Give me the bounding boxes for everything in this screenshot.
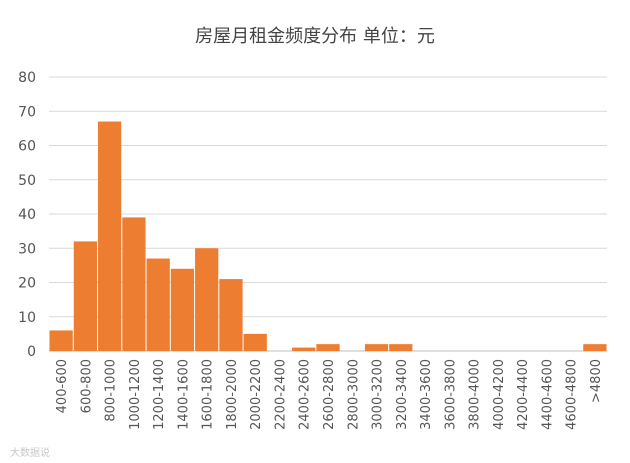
bar bbox=[219, 279, 243, 351]
y-tick-label: 40 bbox=[18, 207, 36, 223]
y-tick-label: 0 bbox=[27, 344, 36, 360]
x-tick-label: 800-1000 bbox=[104, 359, 119, 422]
x-tick-label: 2200-2400 bbox=[273, 359, 288, 430]
y-axis-ticks: 0 10 20 30 40 50 60 70 80 bbox=[18, 70, 36, 360]
y-tick-label: 70 bbox=[18, 104, 36, 120]
x-tick-label: 600-800 bbox=[79, 359, 94, 413]
bar bbox=[292, 347, 316, 351]
y-tick-label: 20 bbox=[18, 276, 36, 292]
x-tick-label: 3200-3400 bbox=[395, 359, 410, 430]
x-tick-label: 3600-3800 bbox=[443, 359, 458, 430]
x-tick-label: 400-600 bbox=[55, 359, 70, 413]
x-tick-label: 3400-3600 bbox=[419, 359, 434, 430]
bar bbox=[195, 248, 219, 351]
x-tick-label: 3000-3200 bbox=[371, 359, 386, 430]
y-tick-label: 30 bbox=[18, 241, 36, 257]
x-tick-label: 3800-4000 bbox=[468, 359, 483, 430]
bar bbox=[146, 258, 170, 351]
x-tick-label: 2000-2200 bbox=[249, 359, 264, 430]
x-tick-label: 1000-1200 bbox=[128, 359, 143, 430]
bar bbox=[243, 333, 267, 351]
bar bbox=[389, 344, 413, 351]
x-tick-label: 2800-3000 bbox=[346, 359, 361, 430]
y-tick-label: 80 bbox=[18, 70, 36, 86]
bar bbox=[364, 344, 389, 351]
bar bbox=[170, 268, 195, 351]
x-axis-ticks: 400-600 600-800 800-1000 1000-1200 1200-1400… bbox=[55, 359, 604, 430]
y-tick-label: 10 bbox=[18, 310, 36, 326]
bar bbox=[583, 344, 607, 351]
y-tick-label: 60 bbox=[18, 139, 36, 155]
x-tick-label: 2600-2800 bbox=[322, 359, 337, 430]
bar bbox=[73, 241, 98, 351]
x-tick-label: 1400-1600 bbox=[176, 359, 191, 430]
bar bbox=[316, 344, 340, 351]
y-tick-label: 50 bbox=[18, 173, 36, 189]
x-tick-label: 2400-2600 bbox=[298, 359, 313, 430]
bar bbox=[49, 330, 73, 351]
bar bbox=[98, 121, 122, 352]
x-tick-label: 4000-4200 bbox=[492, 359, 507, 430]
x-tick-label: 4200-4400 bbox=[516, 359, 531, 430]
watermark: 大数据说 bbox=[10, 448, 50, 459]
x-tick-label: 4400-4600 bbox=[540, 359, 555, 430]
bar bbox=[122, 217, 146, 351]
bars bbox=[49, 121, 607, 352]
x-tick-label: >4800 bbox=[589, 359, 604, 403]
x-tick-label: 1200-1400 bbox=[152, 359, 167, 430]
x-tick-label: 1600-1800 bbox=[201, 359, 216, 430]
chart-title: 房屋月租金频度分布 单位：元 bbox=[195, 26, 435, 47]
x-tick-label: 1800-2000 bbox=[225, 359, 240, 430]
x-tick-label: 4600-4800 bbox=[565, 359, 580, 430]
